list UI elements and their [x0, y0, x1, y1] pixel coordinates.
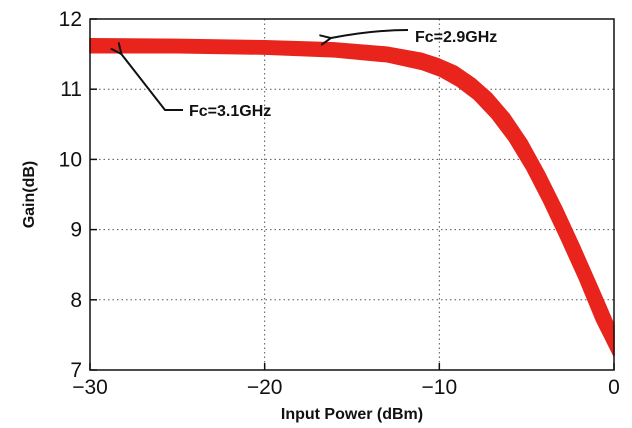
annotation-label-1: Fc=3.1GHz	[189, 103, 271, 120]
x-axis-label: Input Power (dBm)	[281, 406, 423, 423]
y-tick-label-3: 10	[59, 148, 82, 171]
y-tick-label-1: 8	[70, 289, 82, 312]
x-tick-label-1: −20	[247, 376, 283, 399]
annotation-arrow-0	[331, 30, 408, 38]
y-tick-label-0: 7	[70, 359, 82, 382]
x-tick-label-2: −10	[422, 376, 458, 399]
series-layer	[90, 39, 614, 356]
grid	[90, 19, 614, 370]
y-tick-label-5: 12	[59, 8, 82, 31]
annotation-label-0: Fc=2.9GHz	[415, 29, 497, 46]
plot-frame	[90, 19, 614, 370]
y-axis-label: Gain(dB)	[21, 161, 38, 229]
series-band-0	[90, 39, 614, 356]
x-tick-label-3: 0	[608, 376, 620, 399]
annotation-arrow-1	[121, 54, 183, 110]
y-tick-label-2: 9	[70, 219, 82, 242]
y-tick-label-4: 11	[60, 78, 82, 101]
